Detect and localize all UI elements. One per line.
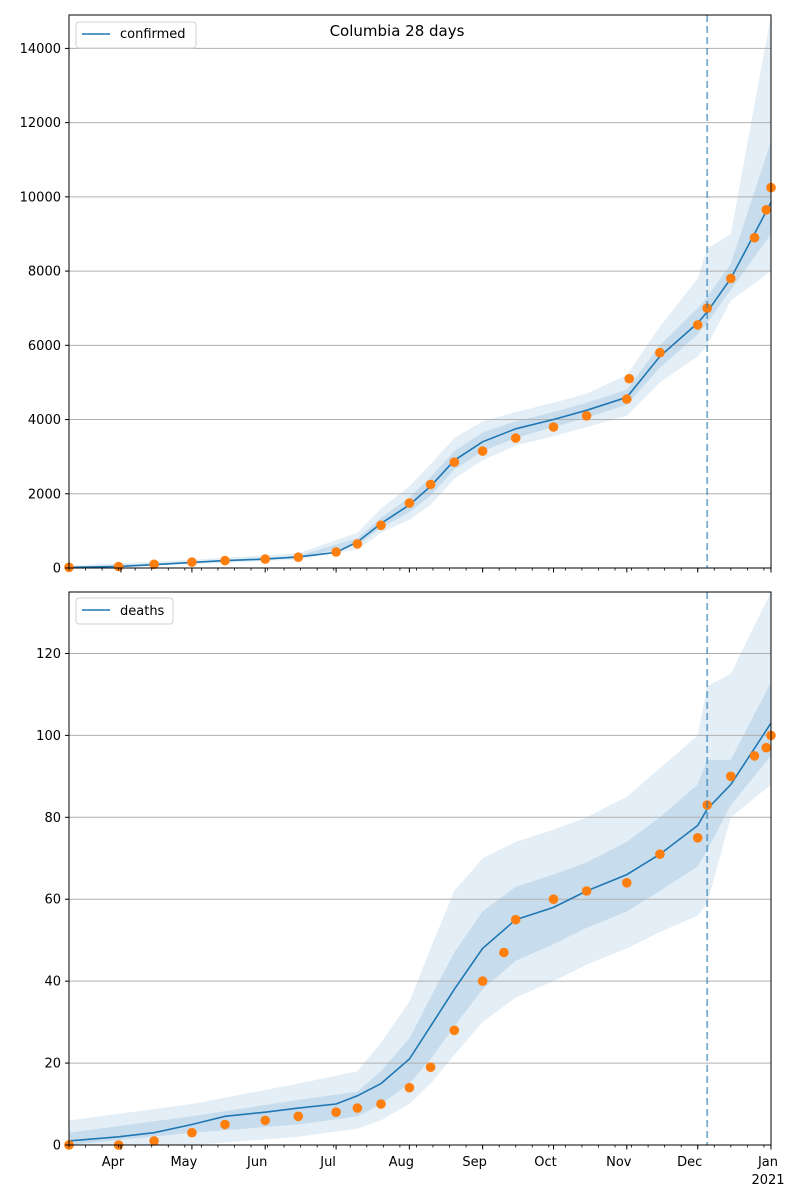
confirmed-y-tick-label: 4000: [28, 413, 61, 428]
deaths-y-tick-label: 100: [36, 729, 61, 744]
deaths-observed-point: [293, 1111, 304, 1122]
deaths-observed-point: [726, 771, 736, 782]
confirmed-panel: 0 2000 4000 6000 8000 10000 12000 14000 confirm…: [20, 14, 776, 577]
confirmed-observed-point: [548, 422, 559, 432]
confirmed-y-tick-label: 14000: [20, 42, 61, 57]
deaths-model-path: [68, 722, 772, 1142]
confirmed-y-tick-label: 10000: [20, 190, 61, 205]
deaths-legend-label: deaths: [120, 604, 165, 619]
confirmed-observed-point: [726, 273, 736, 284]
confirmed-observed-point: [352, 539, 363, 549]
deaths-observed-point: [425, 1062, 436, 1072]
deaths-observed-point: [749, 751, 760, 761]
confirmed-observed-point: [581, 411, 592, 421]
x-tick-label: Jul: [319, 1155, 336, 1170]
x-tick-label: Aug: [389, 1155, 414, 1170]
deaths-observed-point: [622, 878, 632, 888]
deaths-observed-point: [449, 1025, 460, 1036]
confirmed-observed-point: [622, 394, 632, 404]
confirmed-plot-frame: [68, 14, 772, 569]
confirmed-observed-point: [331, 547, 341, 557]
confirmed-observed-point: [376, 520, 386, 531]
confirmed-observed-point: [149, 559, 159, 570]
chart-title: Columbia 28 days: [330, 22, 465, 40]
confirmed-observed-point: [260, 554, 271, 564]
deaths-observed-point: [581, 886, 592, 896]
confirmed-observed-point: [510, 433, 521, 443]
confirmed-y-tick-label: 12000: [20, 116, 61, 131]
confirmed-legend-label: confirmed: [120, 27, 186, 42]
confirmed-y-tick-label: 2000: [28, 487, 61, 502]
deaths-x-axis: Apr May Jun Jul Aug Sep Oct Nov Dec Jan 2021: [68, 1145, 785, 1188]
deaths-y-axis: 0 20 40 60 80 100 120: [36, 647, 69, 1154]
confirmed-observed-point: [187, 557, 197, 567]
confirmed-observed-point: [624, 373, 634, 384]
x-tick-label: Jan: [757, 1155, 778, 1170]
confirmed-y-axis: 0 2000 4000 6000 8000 10000 12000 14000: [20, 42, 69, 577]
deaths-legend: deaths: [75, 597, 174, 625]
confirmed-legend: confirmed: [75, 21, 197, 49]
deaths-legend-box: [75, 597, 174, 625]
deaths-observed-point: [260, 1115, 271, 1126]
deaths-y-tick-label: 0: [53, 1139, 61, 1154]
x-tick-label: Sep: [462, 1155, 487, 1170]
deaths-band-inner: [69, 682, 771, 1145]
x-year-label: 2021: [751, 1173, 784, 1188]
deaths-observed-point: [376, 1099, 386, 1109]
x-tick-label: Apr: [102, 1155, 125, 1170]
deaths-panel: 0 20 40 60 80 100 120 Apr May Jun Jul Aug Sep Oct Nov…: [36, 591, 785, 1188]
deaths-observed-point: [404, 1082, 415, 1093]
deaths-observed-point: [220, 1119, 230, 1130]
deaths-observed-point: [761, 742, 772, 753]
confirmed-observed-point: [692, 320, 703, 330]
deaths-observed-point: [499, 947, 509, 958]
confirmed-observed-point: [404, 498, 415, 508]
confirmed-observed-point: [293, 552, 304, 562]
deaths-observed-point: [655, 849, 665, 859]
x-tick-label: Nov: [606, 1155, 632, 1170]
confirmed-observed-point: [702, 303, 712, 314]
deaths-y-tick-label: 60: [44, 893, 61, 908]
confirmed-y-tick-label: 8000: [28, 265, 61, 280]
deaths-observed-point: [331, 1107, 341, 1117]
confirmed-observed-point: [761, 205, 772, 215]
deaths-y-tick-label: 80: [44, 811, 61, 826]
deaths-observed-point: [548, 894, 559, 904]
confirmed-observed-point: [655, 347, 665, 358]
x-tick-label: Dec: [677, 1155, 702, 1170]
deaths-observed-point: [692, 833, 703, 843]
confirmed-y-tick-label: 0: [53, 562, 61, 577]
deaths-bands: [69, 592, 771, 1145]
deaths-plot-frame: [68, 591, 772, 1146]
deaths-observed-point: [187, 1127, 197, 1138]
x-tick-label: Oct: [534, 1155, 556, 1170]
deaths-observed-point: [149, 1136, 159, 1146]
confirmed-observed-point: [220, 555, 230, 566]
deaths-y-tick-label: 20: [44, 1057, 61, 1072]
x-tick-label: Jun: [246, 1155, 267, 1170]
deaths-y-tick-label: 40: [44, 975, 61, 990]
deaths-gridlines: [69, 652, 771, 1146]
deaths-observed-point: [510, 914, 521, 925]
deaths-observed-point: [352, 1103, 363, 1113]
confirmed-observed-point: [449, 457, 460, 468]
confirmed-legend-box: [75, 21, 197, 49]
deaths-y-tick-label: 120: [36, 647, 61, 662]
x-tick-label: May: [170, 1155, 197, 1170]
deaths-band-outer: [69, 592, 771, 1145]
confirmed-observed-point: [425, 479, 436, 490]
confirmed-observed-point: [749, 232, 760, 243]
deaths-model-line: [68, 722, 772, 1142]
confirmed-y-tick-label: 6000: [28, 339, 61, 354]
confirmed-observed-points: [64, 182, 776, 573]
confirmed-observed-point: [477, 446, 488, 456]
deaths-observed-point: [477, 976, 488, 986]
